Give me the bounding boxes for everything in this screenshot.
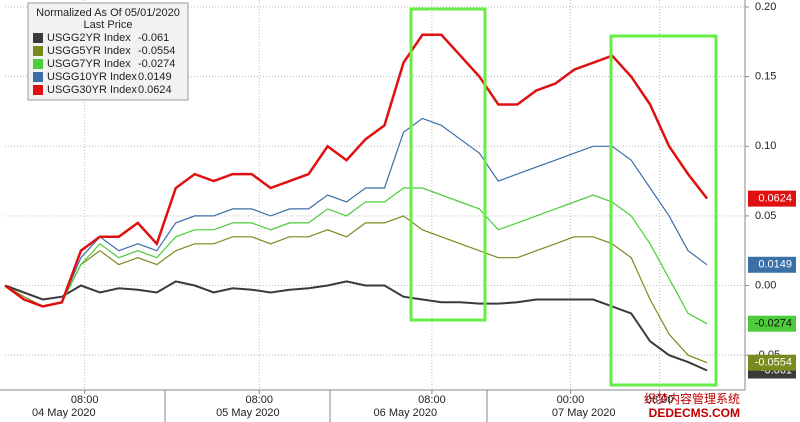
series-line [4,33,709,308]
legend-label: USGG30YR Index [47,84,137,96]
x-tick-label: 08:00 [245,394,273,406]
highlight-box [409,7,487,322]
legend-value: -0.061 [138,32,169,44]
lines [4,33,709,372]
legend-value: -0.0274 [138,58,175,70]
last-value-label: 0.0149 [758,259,792,271]
last-value-box [748,354,796,371]
last-value-label: -0.0554 [755,357,792,369]
highlight-box [609,34,718,387]
legend-swatch [33,59,43,69]
legend-subtitle: Last Price [84,19,133,31]
legend-label: USGG2YR Index [47,32,131,44]
x-tick-label: 00:00 [557,394,585,406]
legend-value: -0.0554 [138,45,175,57]
date-label: 06 May 2020 [374,407,438,419]
legend-label: USGG5YR Index [47,45,131,57]
legend-value: 0.0624 [138,84,172,96]
date-label: 07 May 2020 [552,407,616,419]
legend-swatch [33,46,43,56]
series-line [4,280,708,372]
series-line [4,215,708,364]
last-value-box [748,256,796,273]
legend-swatch [33,85,43,95]
last-value-box [748,190,796,207]
legend-value: 0.0149 [138,71,172,83]
y-tick-label: 0.00 [755,279,776,291]
y-tick-label: 0.05 [755,210,776,222]
axis: 0.200.150.100.050.00-0.0508:0008:0008:00… [32,1,796,419]
last-value-box [748,315,796,332]
x-tick-label: 08:00 [646,394,674,406]
watermark: DEDECMS.COM [649,406,740,420]
legend: Normalized As Of 05/01/2020 Last Price U… [27,2,189,101]
y-tick-label: 0.15 [755,71,776,83]
y-tick-label: 0.10 [755,140,776,152]
date-label: 04 May 2020 [32,407,96,419]
x-tick-label: 08:00 [418,394,446,406]
legend-label: USGG7YR Index [47,58,131,70]
last-value-label: -0.0274 [755,318,792,330]
y-tick-label: 0.20 [755,1,776,13]
legend-label: USGG10YR Index [47,71,137,83]
x-tick-label: 08:00 [71,394,99,406]
series-line [4,187,708,325]
legend-swatch [33,72,43,82]
last-value-label: 0.0624 [758,193,792,205]
legend-title: Normalized As Of 05/01/2020 [36,7,180,19]
legend-box [27,2,189,101]
date-label: 05 May 2020 [216,407,280,419]
series-line [4,117,708,308]
legend-swatch [33,33,43,43]
watermark: 织梦内容管理系统 [644,391,740,406]
